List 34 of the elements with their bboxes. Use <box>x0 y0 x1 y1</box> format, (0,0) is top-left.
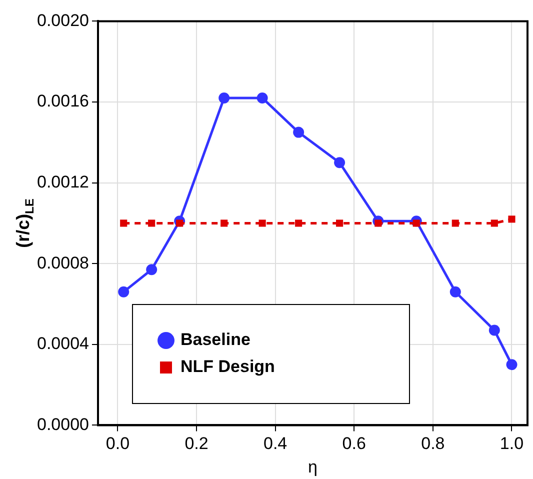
y-axis-title: (r/c)LE <box>12 198 36 248</box>
y-tick-label: 0.0000 <box>36 414 89 434</box>
x-tick-label: 0.8 <box>421 434 445 454</box>
y-tick-label: 0.0004 <box>36 334 89 354</box>
x-axis-title: η <box>308 457 318 476</box>
legend-label: Baseline <box>180 330 250 350</box>
x-tick-label: 0.6 <box>342 434 366 454</box>
point <box>256 92 268 104</box>
y-tick-label: 0.0012 <box>36 172 89 192</box>
point <box>508 216 516 223</box>
point <box>258 220 266 227</box>
x-tick-label: 0.4 <box>263 434 288 454</box>
point <box>490 220 498 227</box>
y-tick-label: 0.0020 <box>36 10 89 30</box>
point <box>452 220 459 227</box>
point <box>120 220 128 227</box>
point <box>148 220 156 227</box>
point <box>118 286 130 298</box>
point <box>146 264 158 276</box>
point <box>220 220 228 227</box>
point <box>295 220 302 227</box>
point <box>293 126 304 138</box>
point <box>450 286 461 298</box>
legend-label: NLF Design <box>180 357 275 376</box>
y-tick-label: 0.0016 <box>36 92 89 111</box>
point <box>488 324 500 336</box>
point <box>336 220 344 227</box>
x-tick-label: 0.0 <box>106 434 130 454</box>
y-tick-label: 0.0008 <box>36 253 89 272</box>
point <box>218 92 230 104</box>
point <box>334 157 346 168</box>
x-tick-label: 0.2 <box>184 434 208 454</box>
point <box>506 359 518 370</box>
x-tick-label: 1.0 <box>500 434 524 454</box>
